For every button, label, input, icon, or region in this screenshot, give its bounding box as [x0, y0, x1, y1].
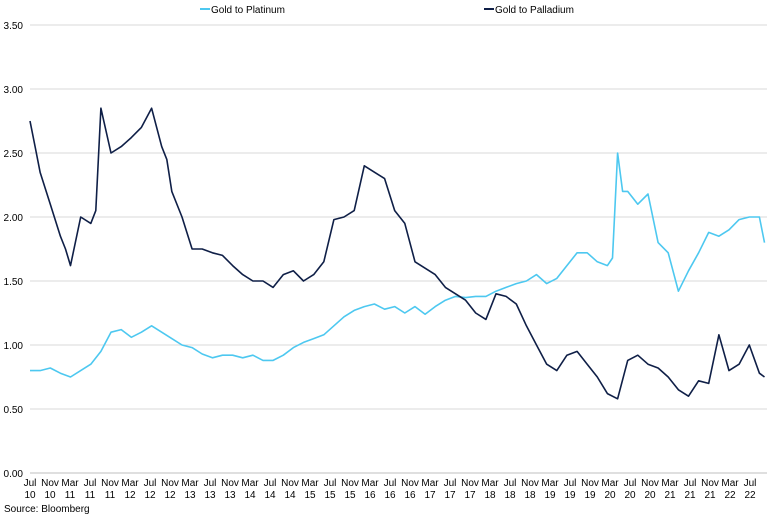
y-tick-label: 1.50 — [4, 277, 24, 288]
y-tick-label: 0.50 — [4, 405, 24, 416]
x-tick-label: Mar 13 — [181, 478, 199, 501]
y-tick-label: 2.50 — [4, 149, 24, 160]
x-tick-label: Jul 10 — [24, 478, 37, 501]
x-tick-label: Jul 16 — [384, 478, 397, 501]
x-tick-label: Nov 13 — [221, 478, 239, 501]
x-tick-label: Nov 18 — [521, 478, 539, 501]
x-tick-label: Mar 19 — [541, 478, 559, 501]
x-tick-label: Jul 15 — [324, 478, 337, 501]
x-tick-label: Mar 21 — [661, 478, 679, 501]
x-tick-label: Jul 13 — [204, 478, 217, 501]
x-tick-label: Mar 18 — [481, 478, 499, 501]
x-tick-label: Nov 17 — [461, 478, 479, 501]
x-tick-label: Jul 11 — [84, 478, 97, 501]
x-tick-label: Jul 18 — [504, 478, 517, 501]
x-tick-label: Nov 16 — [401, 478, 419, 501]
series-line-gold-to-platinum — [30, 152, 766, 378]
y-tick-label: 1.00 — [4, 341, 24, 352]
x-tick-label: Jul 17 — [444, 478, 457, 501]
x-tick-label: Jul 12 — [144, 478, 157, 501]
x-tick-label: Jul 22 — [744, 478, 757, 501]
x-tick-label: Nov 11 — [101, 478, 119, 501]
x-tick-label: Nov 12 — [161, 478, 179, 501]
series-lines — [29, 107, 766, 400]
x-tick-label: Jul 21 — [684, 478, 697, 501]
x-tick-label: Jul 20 — [624, 478, 637, 501]
legend: Gold to Platinum Gold to Palladium — [200, 5, 574, 16]
x-tick-label: Nov 21 — [701, 478, 719, 501]
y-tick-label: 2.00 — [4, 213, 24, 224]
series-line-gold-to-palladium — [29, 107, 765, 400]
x-tick-label: Nov 14 — [281, 478, 299, 501]
y-axis-tick-labels: 0.00 0.50 1.00 1.50 2.00 2.50 3.00 3.50 — [4, 21, 24, 480]
x-tick-label: Jul 14 — [264, 478, 277, 501]
x-tick-label: Mar 11 — [61, 478, 79, 501]
x-tick-label: Mar 14 — [241, 478, 259, 501]
y-tick-label: 3.00 — [4, 85, 24, 96]
x-tick-label: Jul 19 — [564, 478, 577, 501]
x-tick-label: Nov 15 — [341, 478, 359, 501]
x-tick-label: Mar 16 — [361, 478, 379, 501]
y-tick-label: 3.50 — [4, 21, 24, 32]
x-tick-label: Mar 20 — [601, 478, 619, 501]
x-tick-label: Nov 19 — [581, 478, 599, 501]
x-tick-label: Mar 22 — [721, 478, 739, 501]
x-tick-label: Nov 10 — [41, 478, 59, 501]
legend-label: Gold to Platinum — [211, 5, 285, 16]
gridlines — [30, 24, 767, 410]
source-note: Source: Bloomberg — [4, 504, 90, 515]
y-tick-label: 0.00 — [4, 469, 24, 480]
legend-label: Gold to Palladium — [495, 5, 574, 16]
x-tick-label: Mar 17 — [421, 478, 439, 501]
x-tick-label: Nov 20 — [641, 478, 659, 501]
x-tick-label: Mar 12 — [121, 478, 139, 501]
x-tick-label: Mar 15 — [301, 478, 319, 501]
